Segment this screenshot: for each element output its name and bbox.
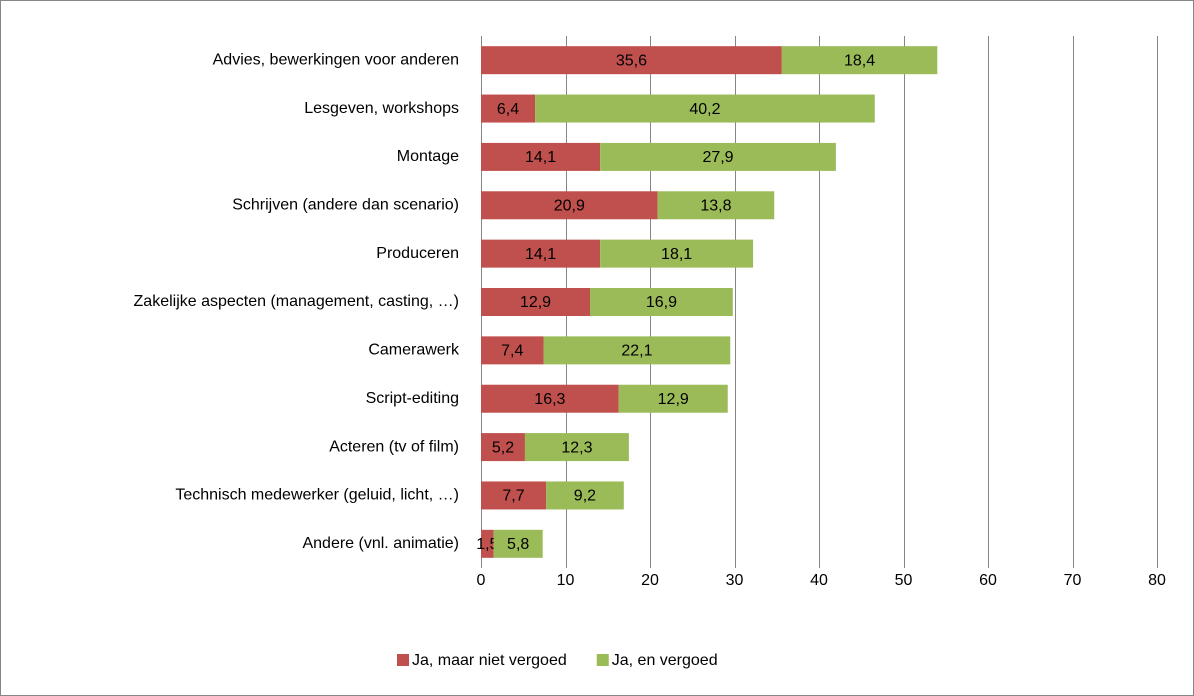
data-label: 18,1	[661, 246, 692, 263]
x-tick-label: 80	[1148, 572, 1166, 589]
data-label: 7,4	[501, 343, 523, 360]
data-label: 5,2	[492, 439, 514, 456]
data-label: 16,3	[534, 391, 565, 408]
data-label: 1,5	[476, 536, 498, 553]
data-label: 12,9	[658, 391, 689, 408]
category-label: Montage	[397, 148, 459, 165]
category-label: Schrijven (andere dan scenario)	[232, 196, 459, 213]
data-label: 14,1	[525, 246, 556, 263]
data-label: 7,7	[502, 488, 524, 505]
category-label: Advies, bewerkingen voor anderen	[213, 51, 459, 68]
category-label: Technisch medewerker (geluid, licht, …)	[175, 487, 459, 504]
bar-segment	[781, 46, 938, 75]
bar-segment	[618, 384, 728, 413]
bar-segment	[481, 142, 601, 171]
bar-segment	[546, 481, 624, 510]
bar-segment	[481, 481, 547, 510]
x-tick-label: 20	[641, 572, 659, 589]
x-tick-label: 30	[726, 572, 744, 589]
data-label: 5,8	[507, 536, 529, 553]
x-tick-label: 40	[810, 572, 828, 589]
legend-label: Ja, maar niet vergoed	[412, 652, 567, 669]
bar-segment	[481, 336, 544, 365]
bar-segment	[535, 94, 875, 123]
x-tick-label: 70	[1064, 572, 1082, 589]
bar-segment	[657, 191, 775, 220]
bar-segment	[543, 336, 731, 365]
legend-swatch	[397, 654, 409, 666]
x-tick-label: 0	[477, 572, 486, 589]
data-label: 14,1	[525, 149, 556, 166]
data-label: 35,6	[616, 52, 647, 69]
bar-segment	[493, 529, 543, 558]
data-label: 20,9	[554, 197, 585, 214]
category-label: Andere (vnl. animatie)	[302, 535, 459, 552]
data-label: 12,3	[561, 439, 592, 456]
data-label: 6,4	[497, 101, 519, 118]
data-label: 22,1	[621, 343, 652, 360]
legend-swatch	[596, 654, 609, 666]
x-tick-label: 50	[895, 572, 913, 589]
bar-segment	[481, 94, 536, 123]
bar-segment	[481, 46, 782, 75]
category-label: Acteren (tv of film)	[329, 438, 459, 455]
bar-segment	[481, 529, 494, 558]
data-label: 13,8	[700, 197, 731, 214]
data-label: 9,2	[574, 488, 596, 505]
category-label: Zakelijke aspecten (management, casting,…	[134, 293, 459, 310]
bar-segment	[481, 288, 591, 316]
data-label: 12,9	[520, 294, 551, 311]
data-label: 18,4	[844, 52, 875, 69]
bar-segment	[481, 384, 619, 413]
x-tick-label: 60	[979, 572, 997, 589]
x-tick-label: 10	[557, 572, 575, 589]
bar-segment	[481, 239, 601, 268]
category-label: Camerawerk	[368, 342, 460, 359]
category-label: Script-editing	[366, 390, 459, 407]
bar-segment	[481, 433, 525, 462]
bar-segment	[524, 433, 629, 462]
bar-segment	[600, 239, 754, 268]
data-label: 16,9	[646, 294, 677, 311]
legend-label: Ja, en vergoed	[612, 652, 718, 669]
bar-segment	[600, 142, 836, 171]
bar-segment	[481, 191, 658, 220]
data-label: 27,9	[702, 149, 733, 166]
category-label: Lesgeven, workshops	[304, 100, 459, 117]
data-label: 40,2	[689, 101, 720, 118]
bar-segment	[590, 288, 733, 316]
category-label: Produceren	[376, 245, 459, 262]
